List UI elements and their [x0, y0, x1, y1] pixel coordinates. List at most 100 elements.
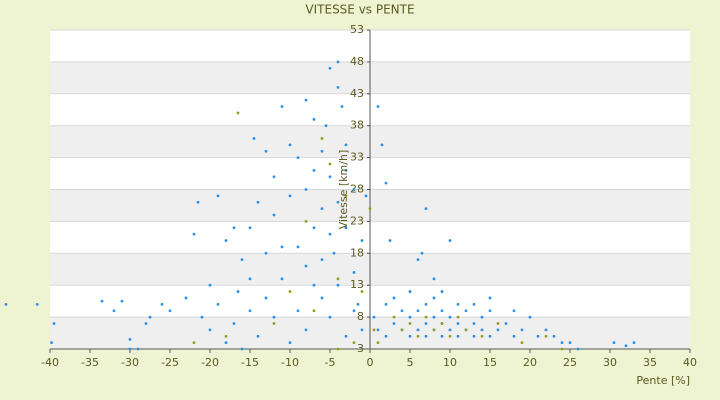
point: [416, 328, 420, 332]
point: [552, 334, 556, 338]
point: [248, 277, 252, 281]
point: [576, 347, 580, 351]
y-tick-label: 48: [350, 55, 364, 68]
point: [432, 328, 436, 332]
y-tick-label: 38: [350, 119, 364, 132]
point: [216, 194, 220, 198]
point: [456, 334, 460, 338]
point: [320, 207, 324, 211]
point: [440, 334, 444, 338]
point: [304, 98, 308, 102]
point: [296, 309, 300, 313]
point: [344, 143, 348, 147]
point: [440, 290, 444, 293]
point: [324, 124, 328, 128]
point: [424, 302, 428, 306]
point: [288, 194, 292, 198]
point: [336, 60, 340, 64]
point: [196, 200, 200, 204]
point: [280, 105, 284, 108]
x-tick-label: 25: [563, 356, 577, 369]
point: [384, 181, 388, 185]
point: [420, 251, 424, 255]
point: [480, 328, 484, 332]
point: [344, 168, 348, 172]
point: [256, 334, 260, 338]
y-axis-label: Vitesse [km/h]: [337, 150, 350, 230]
x-tick-label: -5: [325, 356, 336, 369]
point: [352, 309, 356, 313]
point: [304, 328, 308, 332]
point: [496, 328, 500, 332]
point: [400, 328, 404, 332]
point: [264, 296, 268, 300]
point: [560, 347, 564, 351]
point: [408, 334, 412, 338]
point: [328, 66, 332, 70]
point: [416, 334, 420, 338]
point: [388, 239, 392, 242]
point: [368, 207, 372, 211]
point: [304, 264, 308, 268]
point: [344, 334, 348, 338]
point: [356, 302, 360, 306]
point: [480, 334, 484, 338]
point: [544, 328, 548, 332]
point: [392, 322, 396, 325]
point: [416, 258, 420, 262]
point: [288, 290, 292, 293]
point: [424, 207, 428, 211]
point: [208, 328, 212, 332]
point: [496, 322, 500, 325]
point: [312, 226, 316, 230]
point: [328, 175, 332, 179]
x-tick-label: -10: [281, 356, 299, 369]
point: [376, 341, 380, 345]
y-tick-label: 8: [357, 310, 364, 323]
x-tick-label: -35: [81, 356, 99, 369]
point: [200, 315, 204, 319]
point: [392, 296, 396, 300]
point: [120, 299, 124, 303]
point: [256, 200, 260, 204]
point: [612, 341, 616, 345]
x-tick-label: -25: [161, 356, 179, 369]
point: [328, 162, 332, 166]
point: [240, 347, 244, 351]
point: [352, 271, 356, 274]
point: [376, 105, 380, 108]
point: [568, 341, 572, 345]
point: [380, 143, 384, 147]
point: [352, 341, 356, 345]
point: [280, 277, 284, 281]
point: [336, 86, 340, 89]
point: [320, 149, 324, 153]
point: [296, 245, 300, 249]
point: [224, 341, 228, 345]
y-tick-label: 23: [350, 214, 364, 227]
point: [328, 232, 332, 236]
point: [336, 277, 340, 281]
point: [52, 322, 56, 325]
point: [128, 347, 132, 351]
point: [416, 309, 420, 313]
point: [144, 322, 148, 325]
point: [264, 149, 268, 153]
x-tick-label: 15: [483, 356, 497, 369]
point: [372, 328, 376, 332]
point: [312, 309, 316, 313]
point: [364, 194, 368, 198]
x-tick-label: -15: [241, 356, 259, 369]
point: [232, 226, 236, 230]
point: [536, 334, 540, 338]
point: [360, 239, 364, 242]
point: [272, 322, 276, 325]
point: [408, 290, 412, 293]
point: [424, 334, 428, 338]
point: [296, 156, 300, 160]
point: [216, 302, 220, 306]
point: [136, 347, 140, 351]
point: [488, 334, 492, 338]
point: [312, 117, 316, 121]
